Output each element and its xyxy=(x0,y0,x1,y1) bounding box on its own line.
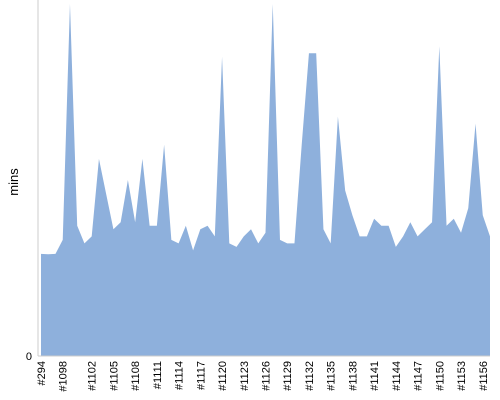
x-tick-label: #1117 xyxy=(195,361,207,390)
x-tick-label: #1105 xyxy=(108,361,120,391)
x-tick-label: #1141 xyxy=(369,361,381,391)
x-tick-label: #1120 xyxy=(217,361,229,391)
x-tick-label: #1129 xyxy=(282,361,294,391)
x-tick-label: #1138 xyxy=(347,361,359,391)
x-tick-label: #1123 xyxy=(239,361,251,391)
x-tick-label: #1132 xyxy=(304,361,316,391)
x-tick-label: #1102 xyxy=(87,361,99,391)
x-tick-label: #1098 xyxy=(58,361,70,392)
x-tick-label: #1114 xyxy=(174,361,186,390)
x-tick-label: #1150 xyxy=(434,361,446,391)
x-tick-label: #1144 xyxy=(391,361,403,391)
x-tick-label: #1111 xyxy=(152,361,164,389)
x-tick-label: #1135 xyxy=(326,361,338,391)
x-tick-label: #1147 xyxy=(413,361,425,391)
x-tick-label: #1108 xyxy=(130,361,142,391)
y-tick-labels: 0 xyxy=(26,351,32,363)
x-tick-label: #294 xyxy=(36,361,48,385)
x-tick-label: #1156 xyxy=(478,361,490,391)
area-series xyxy=(41,4,490,356)
x-tick-label: #1153 xyxy=(456,361,468,391)
x-tick-label: #1126 xyxy=(261,361,273,391)
x-tick-labels: #294 #1098 #1102 #1105 #1108 #1111 #1114 #1117 #… xyxy=(36,361,490,392)
y-tick-label: 0 xyxy=(26,351,32,363)
y-axis-label: mins xyxy=(6,168,21,196)
